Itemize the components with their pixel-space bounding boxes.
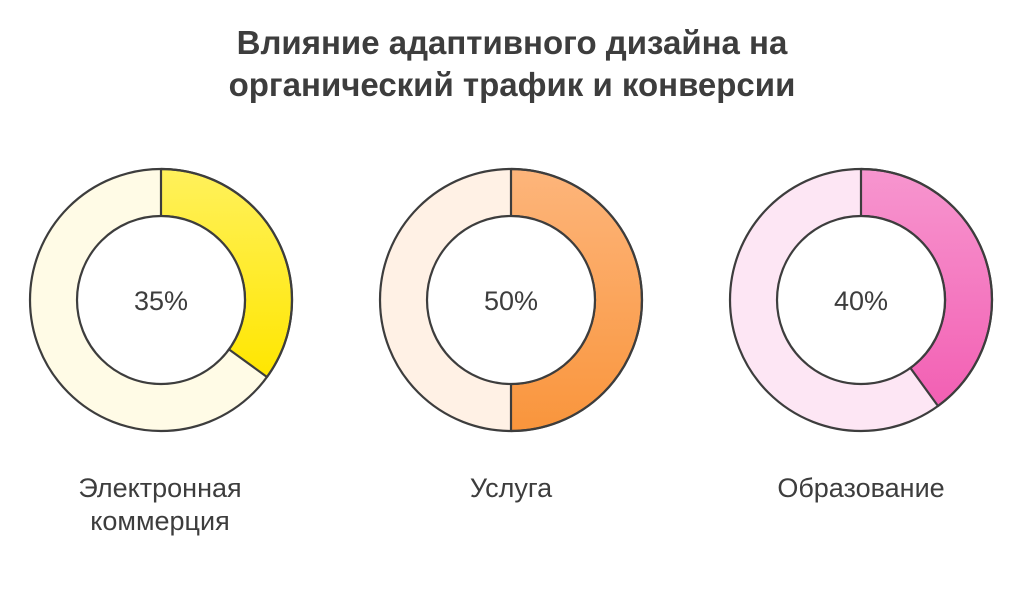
- donut-service-value-label: 50%: [484, 286, 538, 316]
- donut-ecommerce-value-label: 35%: [134, 286, 188, 316]
- category-label-service-line-1: Услуга: [469, 473, 553, 503]
- category-label-ecommerce-line-1: Электронная: [78, 473, 242, 503]
- page-title: Влияние адаптивного дизайна на органичес…: [0, 22, 1024, 106]
- donut-service-inner-outline: [425, 214, 597, 386]
- donut-ecommerce-inner-outline: [75, 214, 247, 386]
- category-label-education: Образование: [731, 472, 991, 505]
- donut-education-outer-outline: [728, 167, 994, 433]
- category-label-ecommerce-line-2: коммерция: [90, 506, 230, 536]
- donut-education-value-label: 40%: [834, 286, 888, 316]
- donut-ecommerce-outer-outline: [28, 167, 294, 433]
- category-label-ecommerce: Электронная коммерция: [30, 472, 290, 538]
- donut-education-inner-outline: [775, 214, 947, 386]
- page-title-line-2: органический трафик и конверсии: [228, 66, 796, 103]
- donut-service-outer-outline: [378, 167, 644, 433]
- category-label-education-line-1: Образование: [777, 473, 945, 503]
- page-title-line-1: Влияние адаптивного дизайна на: [236, 24, 788, 61]
- category-label-service: Услуга: [381, 472, 641, 505]
